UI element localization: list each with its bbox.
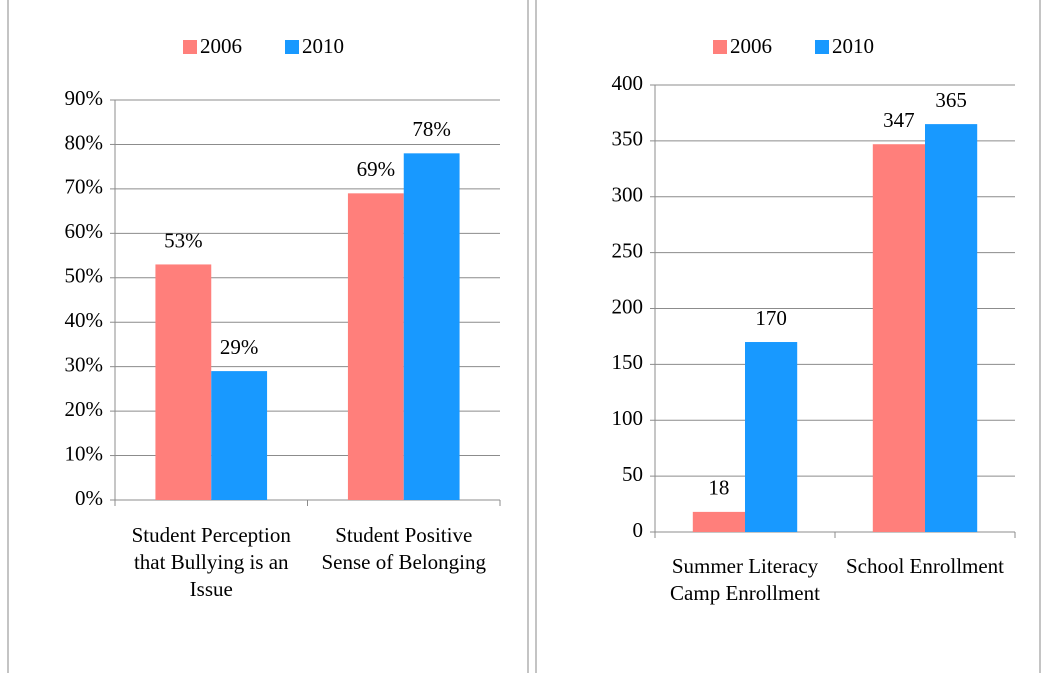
data-label: 365 (935, 88, 967, 112)
bar (692, 511, 745, 532)
x-tick-label: Student Positive Sense of Belonging (321, 523, 486, 574)
legend-swatch (815, 40, 829, 54)
x-tick-label: Student Perception that Bullying is an I… (131, 523, 291, 601)
y-tick-label: 300 (612, 183, 644, 207)
y-tick-label: 60% (65, 219, 104, 243)
y-tick-label: 150 (612, 350, 644, 374)
legend-label: 2010 (302, 34, 344, 58)
y-tick-label: 10% (65, 441, 104, 465)
x-tick-label: Summer Literacy Camp Enrollment (670, 554, 820, 605)
y-tick-label: 0% (75, 486, 103, 510)
y-tick-label: 40% (65, 308, 104, 332)
legend-swatch (713, 40, 727, 54)
data-label: 53% (164, 228, 203, 252)
y-tick-label: 70% (65, 175, 104, 199)
data-label: 78% (412, 117, 451, 141)
data-label: 29% (220, 335, 259, 359)
y-tick-label: 200 (612, 294, 644, 318)
data-label: 347 (883, 108, 915, 132)
data-label: 18 (708, 476, 729, 500)
data-label: 170 (755, 306, 787, 330)
x-tick-label: School Enrollment (845, 554, 1005, 578)
y-tick-label: 0 (633, 518, 644, 542)
bar (872, 144, 925, 533)
y-tick-label: 80% (65, 130, 104, 154)
legend-swatch (183, 40, 197, 54)
legend-label: 2006 (200, 34, 242, 58)
bar (925, 124, 978, 533)
y-tick-label: 30% (65, 352, 104, 376)
data-label: 69% (357, 157, 396, 181)
y-tick-label: 100 (612, 406, 644, 430)
bar (211, 371, 268, 500)
bar (745, 342, 798, 532)
y-tick-label: 250 (612, 238, 644, 262)
y-tick-label: 50% (65, 264, 104, 288)
legend-label: 2006 (730, 34, 772, 58)
bar (155, 264, 212, 500)
y-tick-label: 350 (612, 127, 644, 151)
bar (403, 153, 460, 501)
bar (347, 193, 404, 501)
y-tick-label: 50 (622, 462, 643, 486)
y-tick-label: 20% (65, 397, 104, 421)
y-tick-label: 400 (612, 71, 644, 95)
legend-swatch (285, 40, 299, 54)
y-tick-label: 90% (65, 86, 104, 110)
legend-label: 2010 (832, 34, 874, 58)
